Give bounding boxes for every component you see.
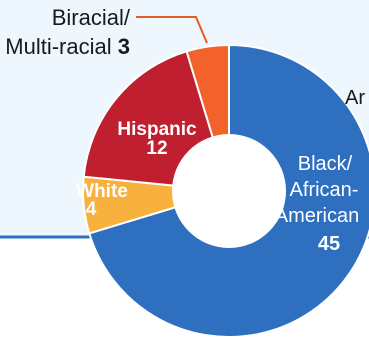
biracial-name: Multi-racial [5, 34, 111, 59]
white-label-value: 4 [86, 199, 97, 220]
cut-off-label: Ar [345, 87, 365, 109]
biracial-label-line1: Biracial/ [52, 5, 131, 30]
black-label-value: 45 [318, 233, 340, 255]
donut-hole [172, 134, 286, 248]
biracial-value: 3 [118, 34, 130, 59]
black-label-line1: Black/ [298, 153, 353, 175]
white-label-name: White [76, 181, 128, 202]
leader-line [136, 16, 208, 44]
hispanic-label-name: Hispanic [117, 119, 197, 140]
black-label-line2: African- [290, 179, 359, 201]
black-label-line3: American [275, 205, 359, 227]
hispanic-label-value: 12 [146, 138, 167, 159]
biracial-label-line2: Multi-racial 3 [5, 34, 130, 59]
